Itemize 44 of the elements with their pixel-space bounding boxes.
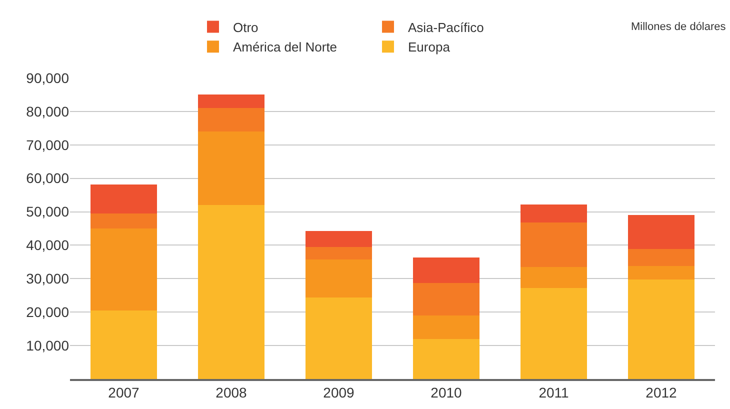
bar [628,266,695,280]
y-tick-label: 90,000 [26,70,70,86]
bar [628,248,695,266]
bar [412,315,480,339]
bar [412,258,480,284]
y-tick-label: 40,000 [26,237,70,254]
bar [628,214,695,249]
y-tick-label: 50,000 [26,204,70,220]
x-tick-label: 2010 [430,384,462,401]
bar [628,279,695,379]
bar [198,108,265,132]
bar [90,184,158,214]
y-tick-label: 80,000 [26,103,70,120]
bar [520,266,588,288]
bar [90,213,158,228]
legend-label: Asia-Pacífico [408,20,484,35]
bar [412,338,480,379]
bar [520,288,588,379]
bar [520,222,588,267]
bar [305,260,372,298]
bar [305,247,372,260]
bar [305,297,372,379]
y-tick-label: 60,000 [26,170,70,186]
y-tick-label: 70,000 [26,136,70,153]
bar [198,94,265,108]
legend-label: Europa [408,40,451,55]
x-tick-label: 2007 [108,384,140,401]
x-tick-label: 2008 [216,384,248,401]
bar [198,132,265,206]
bar [520,204,588,222]
bar [90,310,158,379]
y-tick-label: 10,000 [26,337,70,354]
legend-label: América del Norte [233,40,338,55]
bar [198,205,265,379]
x-tick-label: 2012 [646,384,678,401]
y-tick-label: 30,000 [26,270,70,287]
bar [305,230,372,248]
x-tick-label: 2011 [538,384,570,401]
x-tick-label: 2009 [323,384,355,401]
bar [412,283,480,316]
text: Millones de dólares [631,21,726,33]
bar [90,228,158,310]
y-tick-label: 20,000 [26,304,70,320]
legend-label: Otro [233,20,258,35]
